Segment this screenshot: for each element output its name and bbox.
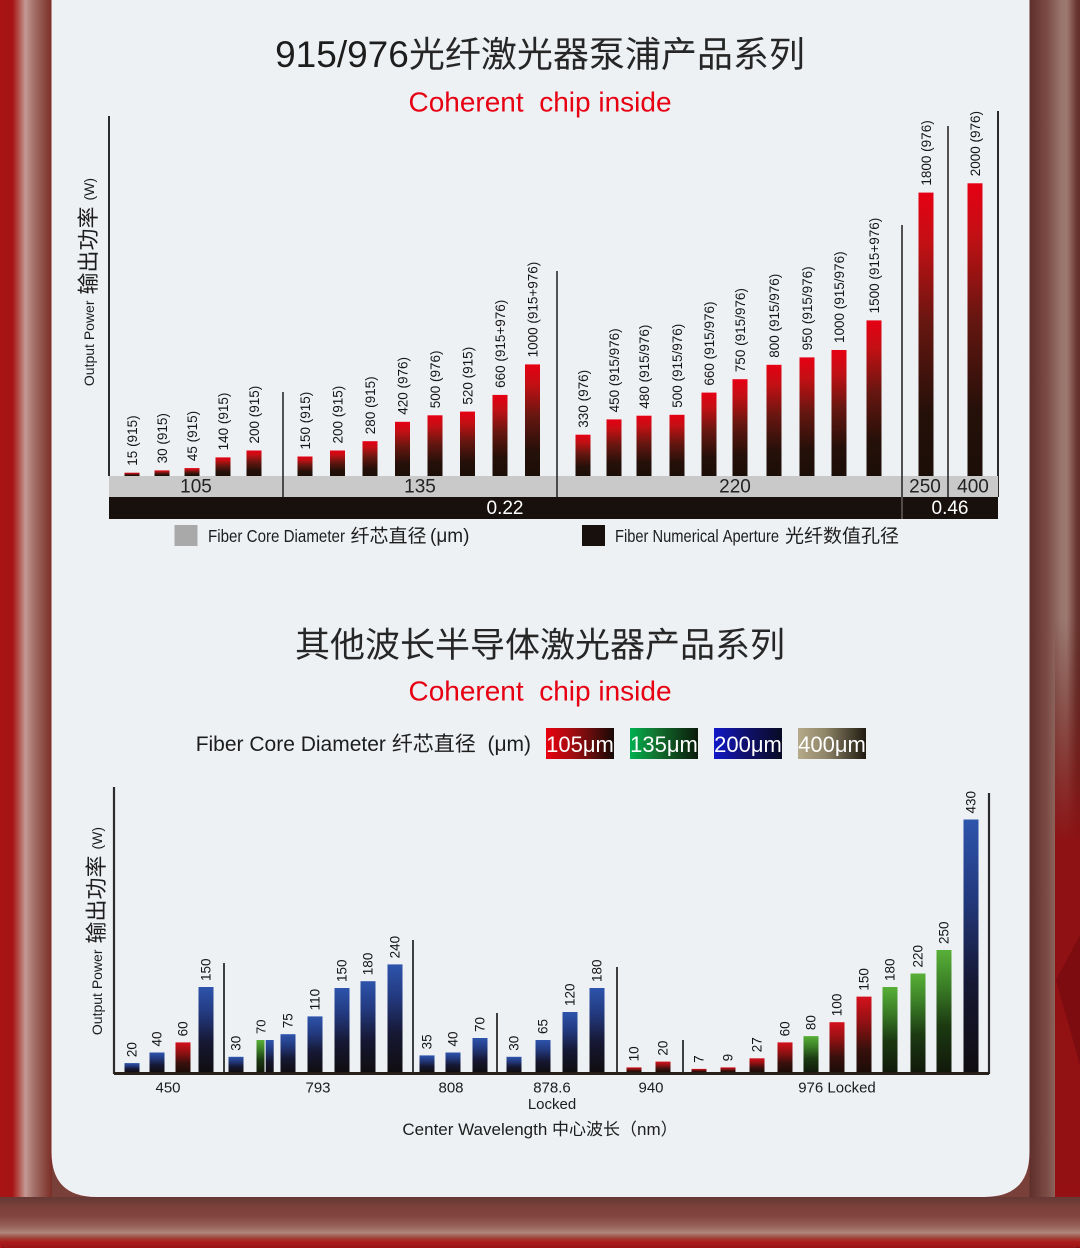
svg-text:(μm): (μm) [476,733,531,756]
svg-text:140 (915): 140 (915) [216,393,231,451]
svg-text:0.46: 0.46 [932,498,969,519]
svg-text:110: 110 [308,989,323,1011]
svg-text:Coherent chip inside: Coherent chip inside [408,87,671,118]
svg-text:200 (915): 200 (915) [331,386,346,444]
svg-text:976 Locked: 976 Locked [798,1079,876,1096]
svg-text:330 (976): 330 (976) [576,370,591,428]
svg-text:(W): (W) [89,827,105,850]
svg-text:150: 150 [199,958,214,981]
svg-text:878.6: 878.6 [533,1079,571,1096]
svg-text:20: 20 [125,1042,140,1057]
svg-text:80: 80 [804,1015,819,1030]
svg-text:450 (915/976): 450 (915/976) [607,328,622,412]
svg-text:940: 940 [638,1079,663,1096]
svg-text:793: 793 [305,1079,330,1096]
svg-text:30: 30 [229,1036,244,1051]
svg-text:180: 180 [883,958,898,981]
svg-text:15 (915): 15 (915) [125,415,140,465]
svg-text:(W): (W) [81,178,97,201]
svg-text:150: 150 [335,959,350,982]
svg-text:480 (915/976): 480 (915/976) [637,325,652,409]
svg-text:150: 150 [857,968,872,991]
svg-text:nm: nm [637,1120,661,1139]
svg-text:915/976: 915/976 [275,34,409,75]
svg-text:60: 60 [778,1021,793,1036]
svg-text:70: 70 [473,1017,488,1032]
svg-text:Coherent chip inside: Coherent chip inside [408,676,671,707]
svg-text:70: 70 [253,1020,268,1034]
svg-text:Output Power: Output Power [81,300,97,386]
svg-text:0.22: 0.22 [487,498,524,519]
svg-text:105μm: 105μm [546,732,614,757]
svg-text:Fiber Core Diameter: Fiber Core Diameter [208,526,345,546]
svg-text:30 (915): 30 (915) [155,413,170,463]
svg-text:135μm: 135μm [630,732,698,757]
svg-text:660 (915/976): 660 (915/976) [702,302,717,386]
svg-text:65: 65 [536,1019,551,1034]
svg-text:1000 (915+976): 1000 (915+976) [526,262,541,358]
svg-text:500 (976): 500 (976) [428,351,443,409]
svg-text:240: 240 [388,936,403,959]
svg-text:2000 (976): 2000 (976) [968,111,983,176]
svg-text:180: 180 [590,959,605,982]
svg-text:135: 135 [404,477,436,498]
svg-text:280 (915): 280 (915) [363,376,378,434]
svg-text:220: 220 [719,477,751,498]
svg-text:(μm): (μm) [430,526,469,547]
svg-text:750 (915/976): 750 (915/976) [733,288,748,372]
svg-text:10: 10 [627,1046,642,1061]
svg-text:1800 (976): 1800 (976) [919,120,934,185]
svg-text:200 (915): 200 (915) [247,386,262,444]
svg-text:250: 250 [937,921,952,944]
svg-text:800 (915/976): 800 (915/976) [767,274,782,358]
svg-text:1500 (915+976): 1500 (915+976) [867,218,882,314]
svg-text:1000 (915/976): 1000 (915/976) [832,251,847,343]
svg-text:200μm: 200μm [714,732,782,757]
svg-text:250: 250 [909,477,941,498]
svg-text:Fiber Core Diameter: Fiber Core Diameter [196,733,392,756]
svg-text:120: 120 [563,983,578,1006]
svg-text:400μm: 400μm [798,732,866,757]
svg-text:500 (915/976): 500 (915/976) [670,324,685,408]
svg-text:100: 100 [830,994,845,1017]
svg-text:430: 430 [964,791,979,814]
svg-text:400: 400 [957,477,989,498]
svg-text:Output Power: Output Power [89,949,105,1035]
svg-text:75: 75 [281,1013,296,1028]
svg-text:60: 60 [176,1021,191,1036]
svg-text:150 (915): 150 (915) [298,392,313,450]
svg-text:45 (915): 45 (915) [185,411,200,461]
svg-text:660 (915+976): 660 (915+976) [493,300,508,388]
svg-text:808: 808 [438,1079,463,1096]
svg-text:180: 180 [361,953,376,976]
svg-text:950 (915/976): 950 (915/976) [800,266,815,350]
svg-text:20: 20 [656,1041,671,1056]
svg-text:30: 30 [507,1036,522,1051]
svg-text:Center Wavelength: Center Wavelength [402,1120,552,1139]
svg-text:220: 220 [911,945,926,968]
svg-text:40: 40 [150,1031,165,1046]
svg-text:105: 105 [180,477,212,498]
svg-text:450: 450 [155,1079,180,1096]
svg-text:27: 27 [750,1037,765,1052]
svg-text:Fiber Numerical Aperture: Fiber Numerical Aperture [615,526,779,546]
svg-text:9: 9 [721,1054,736,1062]
svg-text:Locked: Locked [528,1096,576,1113]
svg-text:7: 7 [692,1055,707,1063]
svg-text:40: 40 [446,1031,461,1046]
svg-text:520 (915): 520 (915) [461,347,476,405]
svg-text:420 (976): 420 (976) [396,357,411,415]
svg-text:35: 35 [420,1034,435,1049]
